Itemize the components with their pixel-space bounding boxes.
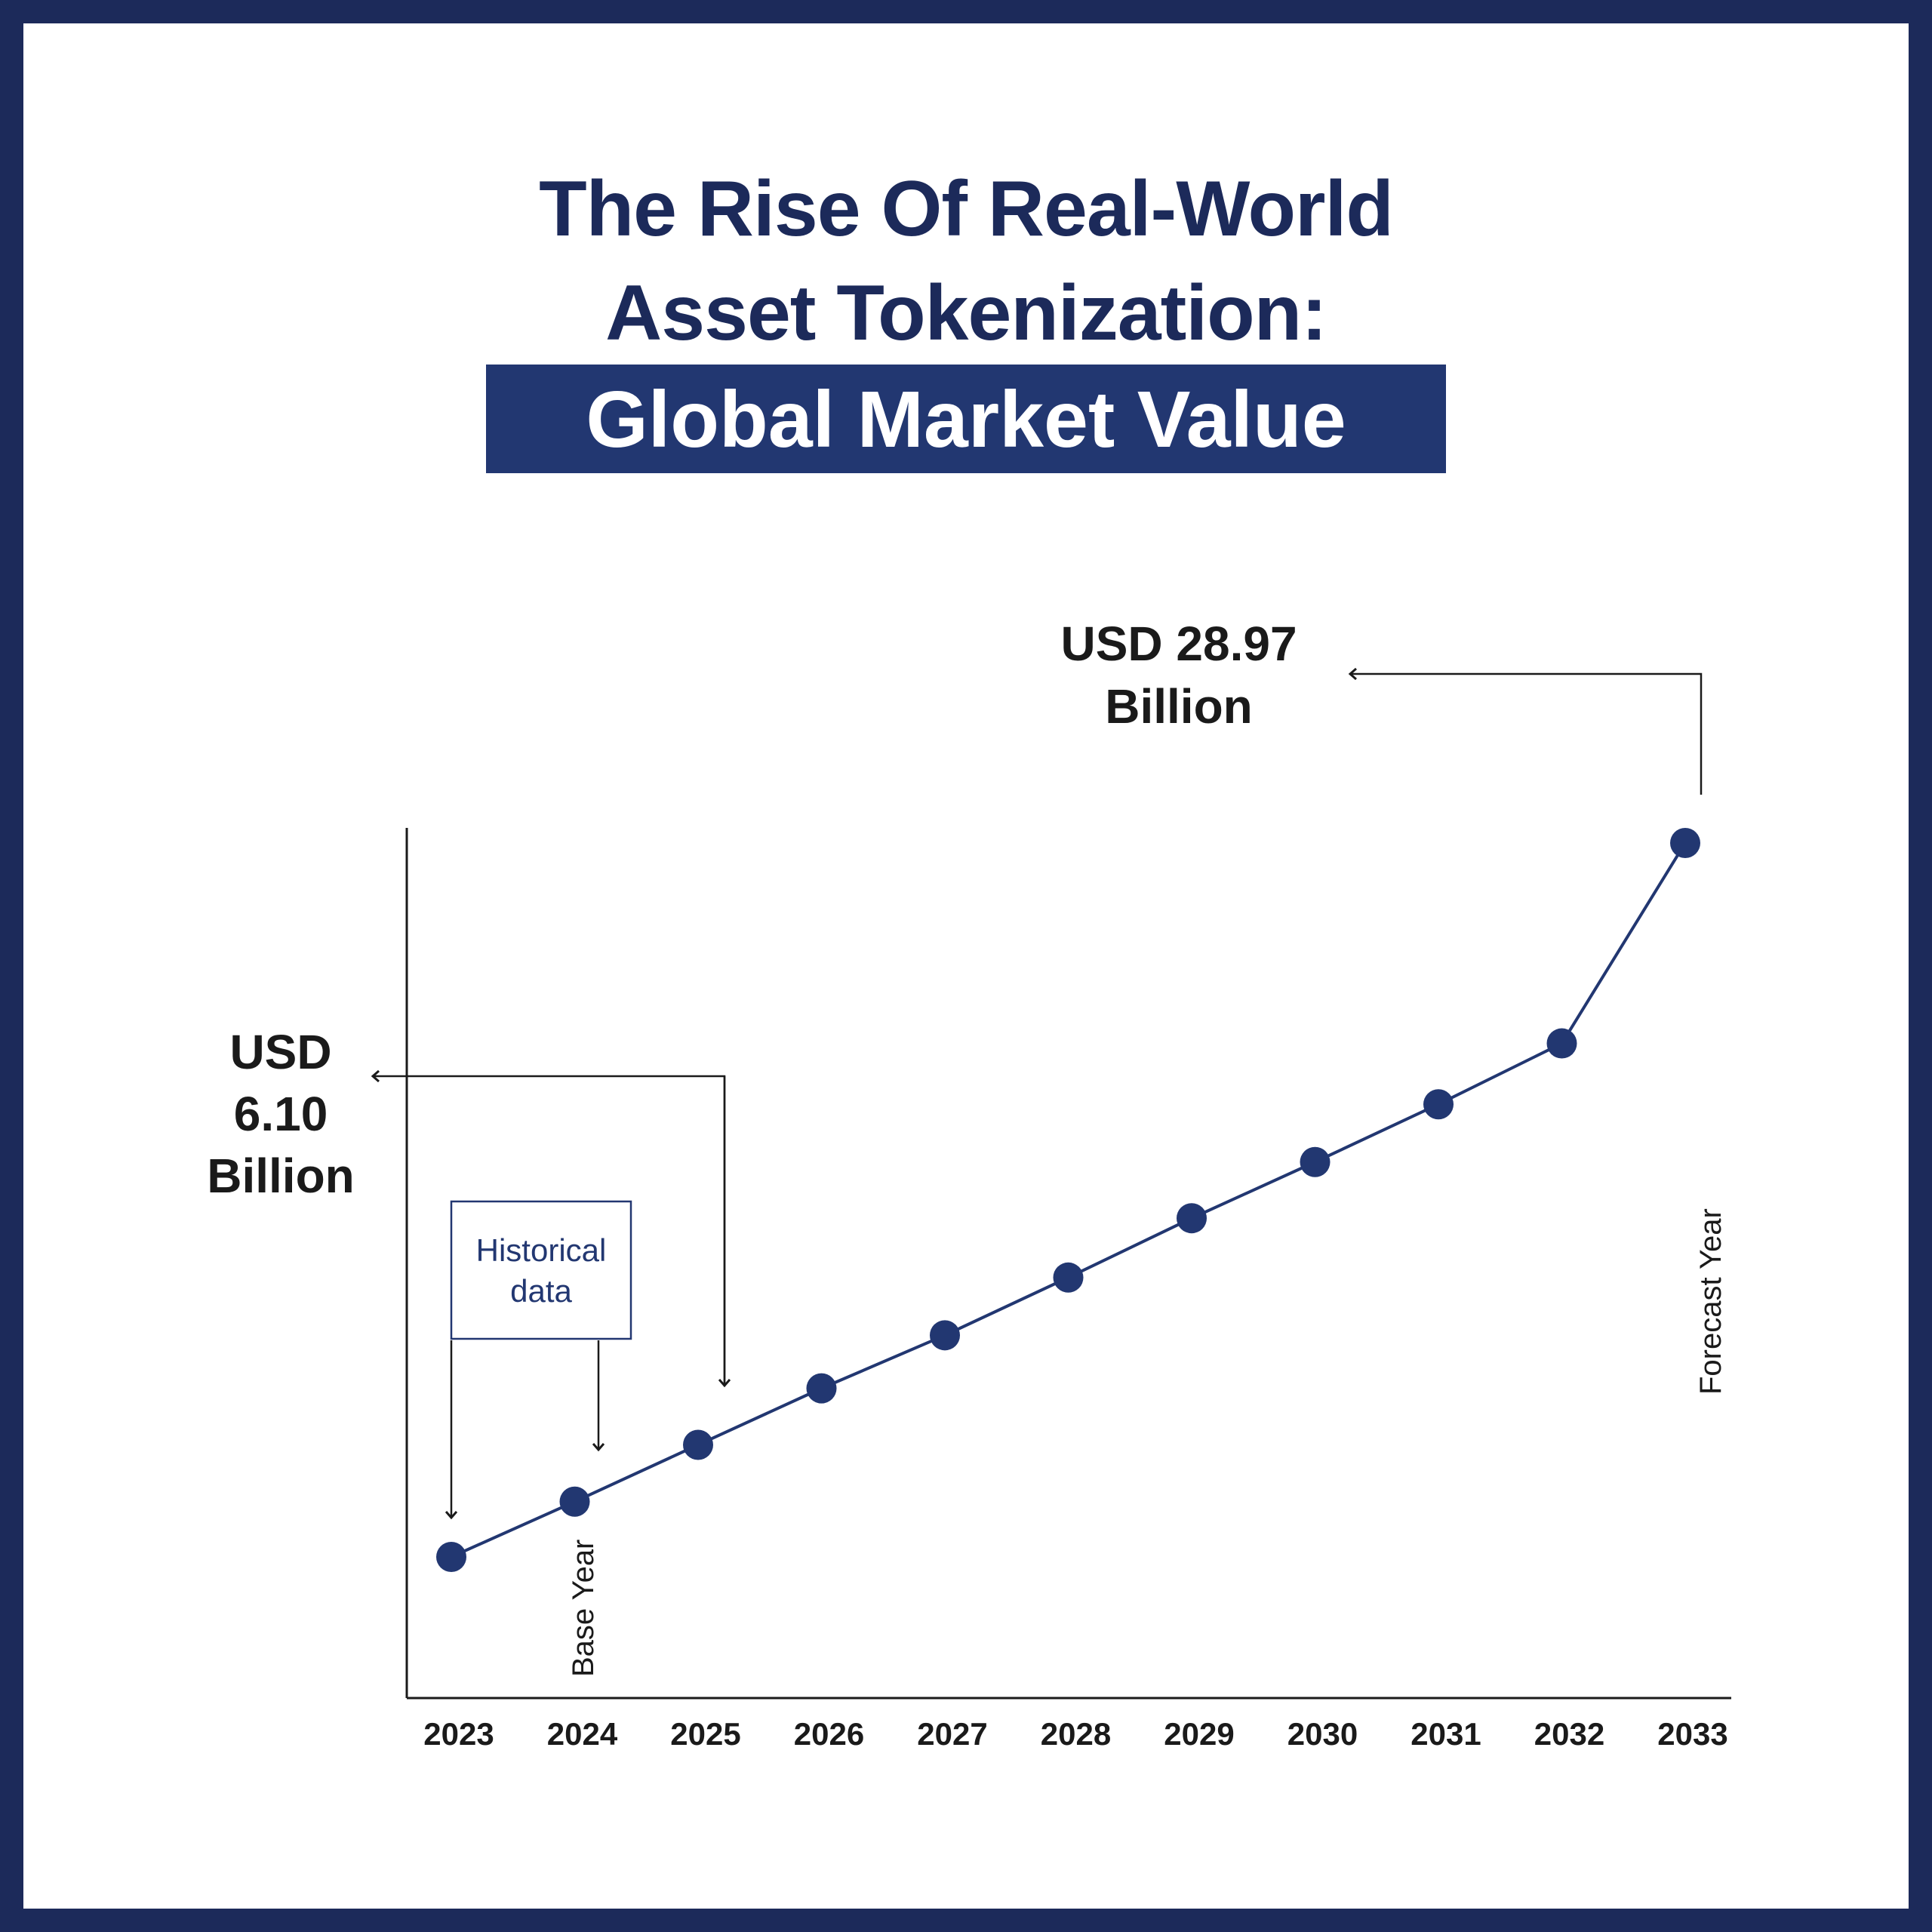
data-point-2023 <box>436 1542 466 1572</box>
x-tick-label-2026: 2026 <box>794 1716 864 1752</box>
start-value-label-line-3: Billion <box>207 1149 355 1203</box>
data-point-2033 <box>1670 828 1700 858</box>
x-tick-label-2024: 2024 <box>547 1716 618 1752</box>
end-value-arrow <box>1351 674 1703 795</box>
data-point-2025 <box>683 1429 713 1460</box>
start-value-label-line-2: 6.10 <box>234 1087 328 1141</box>
x-tick-label-2028: 2028 <box>1041 1716 1111 1752</box>
data-point-2026 <box>806 1373 837 1404</box>
series-line <box>451 841 1687 1558</box>
start-value-label-line-1: USD <box>229 1025 331 1079</box>
chart-title-line-1: The Rise Of Real-World <box>539 165 1394 253</box>
x-tick-label-2029: 2029 <box>1164 1716 1234 1752</box>
data-point-2024 <box>559 1486 590 1517</box>
end-value-label-line-2: Billion <box>1105 679 1253 734</box>
data-point-2029 <box>1177 1203 1207 1234</box>
base-year-label: Base Year <box>567 1540 600 1677</box>
data-point-2030 <box>1300 1146 1331 1177</box>
content-frame <box>23 23 1909 1909</box>
end-value-label-line-1: USD 28.97 <box>1060 617 1297 671</box>
historical-data-box <box>450 1200 632 1340</box>
x-tick-labels: 2023 2024 2025 2026 2027 2028 2029 2030 2031 2032… <box>423 1716 1727 1752</box>
data-point-2028 <box>1053 1262 1084 1293</box>
data-point-2027 <box>930 1320 960 1351</box>
x-tick-label-2023: 2023 <box>423 1716 494 1752</box>
series-layer <box>436 828 1700 1572</box>
x-tick-label-2027: 2027 <box>917 1716 987 1752</box>
x-tick-label-2031: 2031 <box>1411 1716 1481 1752</box>
x-tick-label-2033: 2033 <box>1657 1716 1727 1752</box>
x-tick-label-2032: 2032 <box>1534 1716 1604 1752</box>
chart-subtitle: Global Market Value <box>586 375 1346 464</box>
subtitle-banner <box>486 365 1446 473</box>
forecast-year-label: Forecast Year <box>1694 1208 1727 1395</box>
historical-label-line-1: Historical <box>476 1232 607 1268</box>
data-point-2032 <box>1546 1028 1577 1059</box>
chart-title-line-2: Asset Tokenization: <box>605 269 1327 357</box>
data-point-2031 <box>1423 1089 1454 1120</box>
historical-label-line-2: data <box>510 1273 572 1309</box>
x-tick-label-2030: 2030 <box>1287 1716 1358 1752</box>
x-tick-label-2025: 2025 <box>670 1716 740 1752</box>
